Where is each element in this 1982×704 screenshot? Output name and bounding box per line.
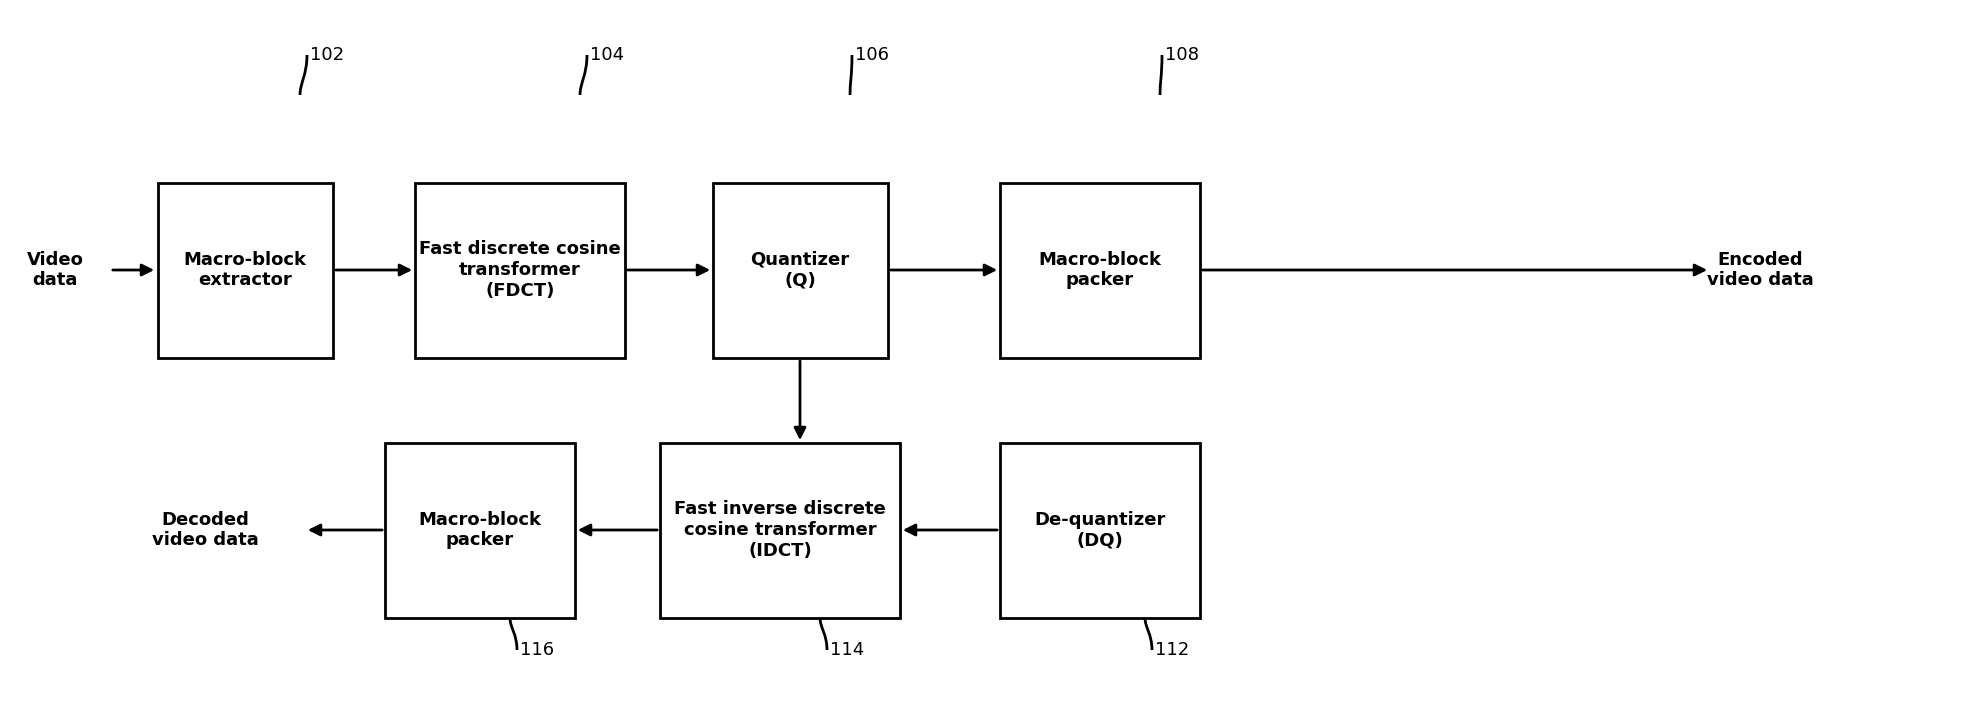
Text: Macro-block
packer: Macro-block packer (1039, 251, 1161, 289)
Bar (414, 182, 624, 358)
Text: Fast inverse discrete
cosine transformer
(IDCT): Fast inverse discrete cosine transformer… (674, 501, 886, 560)
Bar (712, 182, 888, 358)
Text: Decoded
video data: Decoded video data (151, 510, 258, 549)
Text: 102: 102 (309, 46, 345, 64)
Text: Quantizer
(Q): Quantizer (Q) (749, 251, 848, 289)
Text: 108: 108 (1163, 46, 1199, 64)
Text: 112: 112 (1154, 641, 1189, 659)
Text: Macro-block
extractor: Macro-block extractor (184, 251, 307, 289)
Text: De-quantizer
(DQ): De-quantizer (DQ) (1035, 510, 1165, 549)
Bar (999, 443, 1199, 617)
Text: 104: 104 (591, 46, 624, 64)
Text: Fast discrete cosine
transformer
(FDCT): Fast discrete cosine transformer (FDCT) (418, 240, 620, 300)
Bar (385, 443, 575, 617)
Text: 116: 116 (519, 641, 553, 659)
Bar (660, 443, 900, 617)
Text: Video
data: Video data (26, 251, 83, 289)
Bar (157, 182, 333, 358)
Text: 106: 106 (854, 46, 888, 64)
Bar (999, 182, 1199, 358)
Text: 114: 114 (830, 641, 864, 659)
Text: Encoded
video data: Encoded video data (1707, 251, 1812, 289)
Text: Macro-block
packer: Macro-block packer (418, 510, 541, 549)
